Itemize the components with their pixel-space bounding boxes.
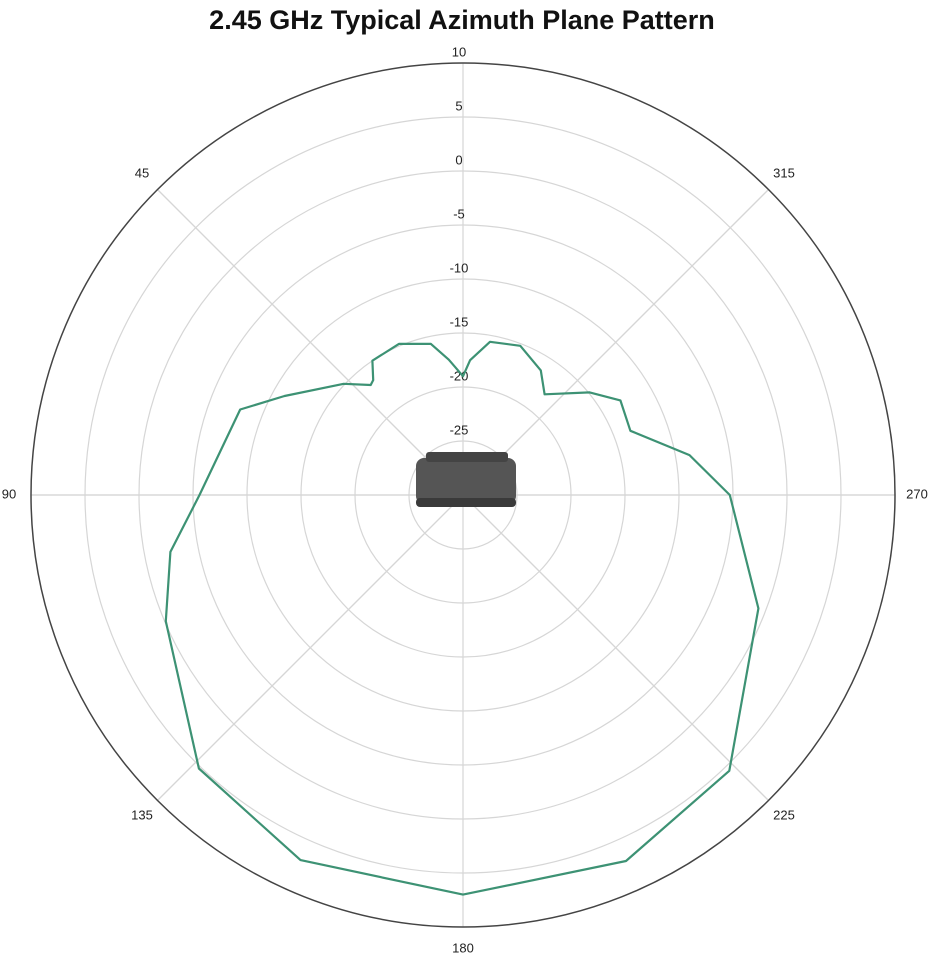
- radial-tick-label: 0: [455, 152, 462, 167]
- device-image: [416, 452, 516, 507]
- angle-tick-label: 135: [131, 807, 153, 822]
- radial-grid-circle: [246, 278, 680, 712]
- angle-tick-label: 315: [773, 165, 795, 180]
- radial-grid-circle: [408, 440, 518, 550]
- radial-grid-circle: [192, 224, 734, 766]
- radial-tick-label: -10: [450, 260, 469, 275]
- radial-tick-label: -15: [450, 314, 469, 329]
- outer-circle: [30, 62, 896, 928]
- radial-tick-label: -25: [450, 422, 469, 437]
- device-body: [416, 458, 516, 504]
- radial-tick-label: 5: [455, 98, 462, 113]
- angle-tick-label: 270: [906, 486, 928, 501]
- radial-grid-circle: [84, 116, 842, 874]
- radial-grid-circle: [138, 170, 788, 820]
- chart-title: 2.45 GHz Typical Azimuth Plane Pattern: [209, 5, 715, 35]
- radial-grid-circle: [354, 386, 572, 604]
- angle-tick-label: 45: [135, 165, 149, 180]
- device-base: [416, 498, 516, 507]
- radial-tick-label: 10: [452, 44, 466, 59]
- radial-grid-circle: [300, 332, 626, 658]
- pattern-line: [164, 340, 760, 896]
- angle-tick-label: 180: [452, 940, 474, 953]
- angle-tick-label: 225: [773, 807, 795, 822]
- device-top: [426, 452, 508, 462]
- angle-tick-label: 90: [2, 486, 16, 501]
- radial-tick-label: -5: [453, 206, 465, 221]
